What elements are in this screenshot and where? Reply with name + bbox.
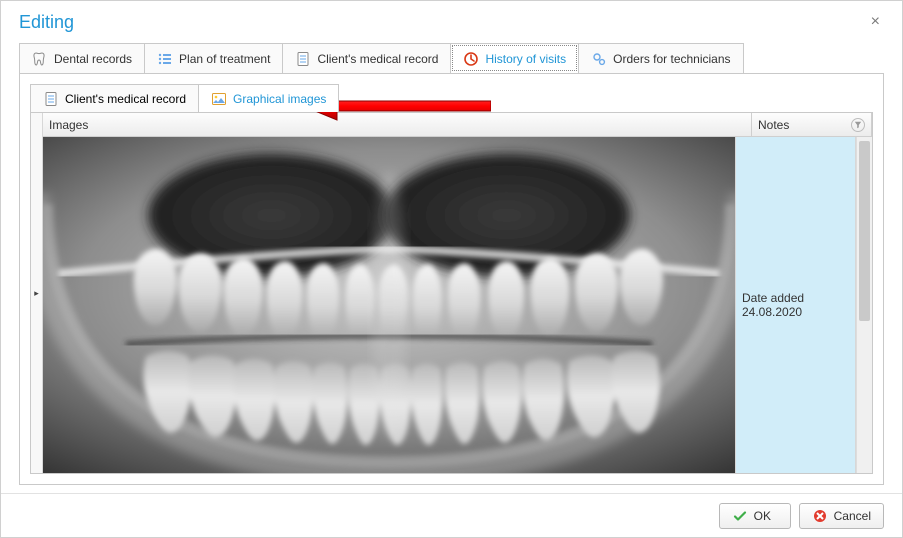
- ok-button[interactable]: OK: [719, 503, 791, 529]
- xray-image: [43, 137, 735, 473]
- gears-icon: [591, 51, 607, 67]
- main-tab-row: Dental records Plan of treatment Client'…: [19, 43, 884, 74]
- document-icon: [295, 51, 311, 67]
- column-label: Notes: [758, 118, 789, 132]
- subtab-label: Graphical images: [233, 92, 326, 106]
- title-bar: Editing ×: [1, 1, 902, 43]
- column-label: Images: [49, 118, 88, 132]
- scrollbar-thumb[interactable]: [859, 141, 870, 321]
- tab-label: History of visits: [485, 52, 566, 66]
- cell-images[interactable]: [43, 137, 736, 473]
- dialog-body: Dental records Plan of treatment Client'…: [1, 43, 902, 493]
- tab-label: Orders for technicians: [613, 52, 730, 66]
- cancel-button[interactable]: Cancel: [799, 503, 884, 529]
- tab-orders-for-technicians[interactable]: Orders for technicians: [578, 43, 743, 73]
- filter-icon[interactable]: [851, 118, 865, 132]
- history-icon: [463, 51, 479, 67]
- tab-dental-records[interactable]: Dental records: [19, 43, 145, 73]
- grid-body: Date added 24.08.2020: [43, 137, 872, 473]
- picture-icon: [211, 91, 227, 107]
- editing-dialog: Editing × Dental records Plan of treatme…: [0, 0, 903, 538]
- cell-notes[interactable]: Date added 24.08.2020: [736, 137, 856, 473]
- subtab-label: Client's medical record: [65, 92, 186, 106]
- document-icon: [43, 91, 59, 107]
- dialog-footer: OK Cancel: [1, 493, 902, 537]
- cancel-icon: [812, 508, 828, 524]
- sub-tab-row: Client's medical record Graphical images: [30, 84, 873, 113]
- notes-date-value: 24.08.2020: [742, 305, 849, 319]
- column-header-images[interactable]: Images: [43, 113, 752, 136]
- check-icon: [732, 508, 748, 524]
- tab-label: Client's medical record: [317, 52, 438, 66]
- grid-row-indicator: ▸: [31, 113, 43, 473]
- sub-tab-panel: ▸ Images Notes: [30, 113, 873, 474]
- button-label: Cancel: [834, 509, 871, 523]
- subtab-graphical-images[interactable]: Graphical images: [198, 84, 339, 112]
- grid-main: Images Notes: [43, 113, 872, 473]
- tab-plan-of-treatment[interactable]: Plan of treatment: [144, 43, 283, 73]
- main-tab-panel: Client's medical record Graphical images…: [19, 74, 884, 485]
- tab-history-of-visits[interactable]: History of visits: [450, 43, 579, 73]
- close-button[interactable]: ×: [863, 9, 888, 35]
- images-grid: ▸ Images Notes: [31, 113, 872, 473]
- grid-vertical-scrollbar[interactable]: [856, 137, 872, 473]
- tooth-icon: [32, 51, 48, 67]
- grid-header: Images Notes: [43, 113, 872, 137]
- tab-label: Plan of treatment: [179, 52, 270, 66]
- list-icon: [157, 51, 173, 67]
- subtab-clients-medical-record[interactable]: Client's medical record: [30, 84, 199, 112]
- dialog-title: Editing: [19, 12, 863, 33]
- column-header-notes[interactable]: Notes: [752, 113, 872, 136]
- button-label: OK: [754, 509, 771, 523]
- tab-label: Dental records: [54, 52, 132, 66]
- row-marker-icon: ▸: [34, 288, 39, 299]
- tab-clients-medical-record[interactable]: Client's medical record: [282, 43, 451, 73]
- notes-date-label: Date added: [742, 291, 849, 305]
